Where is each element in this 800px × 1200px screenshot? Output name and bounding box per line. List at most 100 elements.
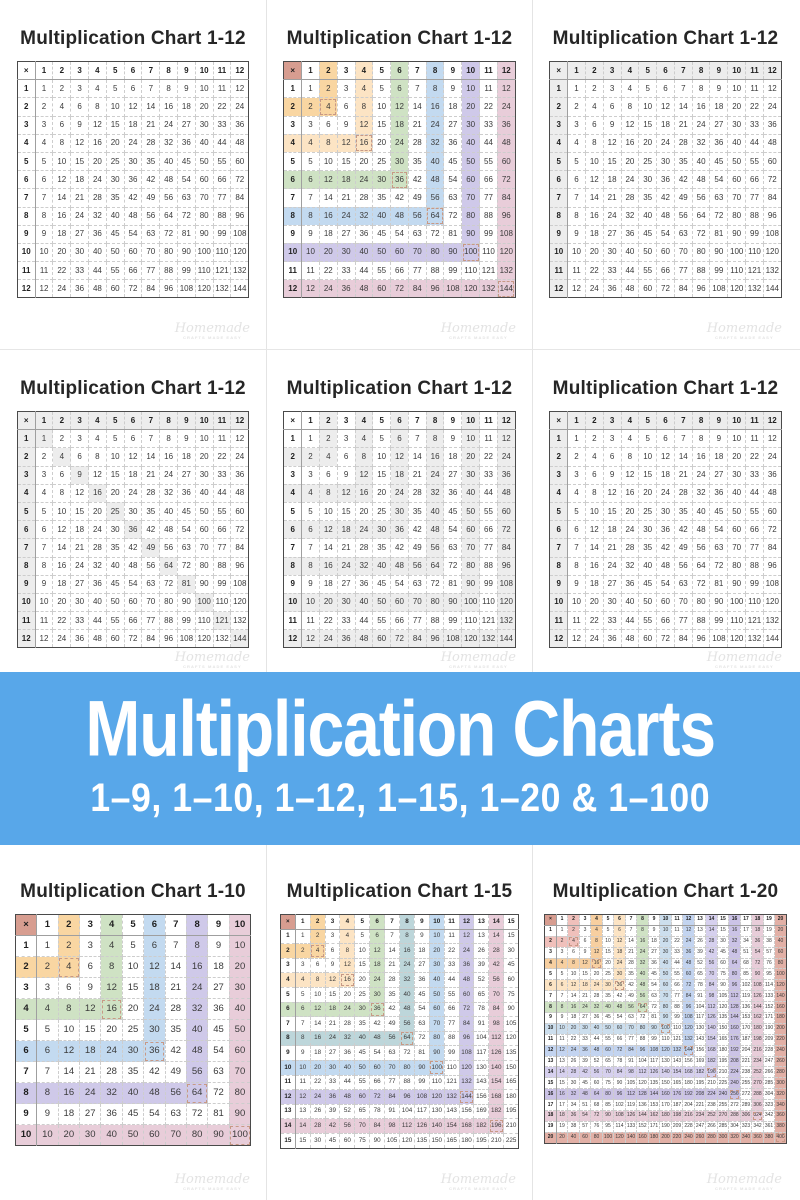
header-cell: 13 <box>544 1055 557 1068</box>
product-cell: 32 <box>425 133 445 153</box>
product-cell: 36 <box>176 483 196 503</box>
product-cell: 33 <box>745 465 764 485</box>
product-cell: 156 <box>473 1089 490 1105</box>
product-cell: 28 <box>407 133 427 153</box>
product-cell: 25 <box>372 501 392 522</box>
product-cell: 266 <box>762 1066 776 1079</box>
product-cell: 144 <box>762 629 782 649</box>
header-cell: 15 <box>503 914 520 930</box>
product-cell: 15 <box>602 151 622 172</box>
header-cell: 9 <box>283 224 303 244</box>
product-cell: 80 <box>636 1022 649 1035</box>
product-cell: 54 <box>390 574 409 594</box>
product-cell: 4 <box>52 97 72 117</box>
product-cell: 7 <box>294 1016 311 1032</box>
product-cell: 6 <box>656 429 675 449</box>
product-cell: 40 <box>159 501 178 522</box>
product-cell: 21 <box>602 188 622 208</box>
product-cell: 18 <box>443 447 463 467</box>
product-cell: 84 <box>230 188 250 208</box>
product-cell: 380 <box>762 1131 776 1144</box>
product-cell: 16 <box>339 972 356 988</box>
product-cell: 60 <box>496 151 516 172</box>
header-cell: 7 <box>549 188 569 208</box>
header-cell: 9 <box>279 1045 296 1061</box>
product-cell: 96 <box>613 1088 626 1101</box>
product-cell: 180 <box>647 1131 661 1144</box>
product-cell: 10 <box>301 592 320 613</box>
product-cell: 42 <box>407 520 427 540</box>
header-cell: 12 <box>549 629 569 649</box>
product-cell: 50 <box>121 1124 145 1146</box>
product-cell: 42 <box>369 1016 386 1032</box>
product-cell: 24 <box>52 629 72 649</box>
header-cell: 4 <box>16 483 36 503</box>
product-cell: 10 <box>461 429 481 449</box>
product-cell: 209 <box>762 1033 776 1046</box>
product-cell: 176 <box>670 1088 684 1101</box>
product-cell: 108 <box>496 574 516 594</box>
product-cell: 28 <box>354 188 374 208</box>
product-cell: 16 <box>691 97 711 117</box>
product-cell: 63 <box>443 538 463 558</box>
product-cell: 80 <box>774 957 787 970</box>
header-cell: 10 <box>228 914 252 936</box>
product-cell: 42 <box>613 990 626 1003</box>
product-cell: 32 <box>590 1001 603 1014</box>
product-cell: 24 <box>70 556 89 576</box>
product-cell: 108 <box>751 979 764 992</box>
product-cell: 60 <box>638 279 658 299</box>
header-cell: 12 <box>544 1044 557 1057</box>
product-cell: 84 <box>613 1066 626 1079</box>
product-cell: 33 <box>443 957 460 974</box>
product-cell: 36 <box>354 224 374 244</box>
product-cell: 24 <box>602 556 622 576</box>
product-cell: 38 <box>567 1120 580 1133</box>
product-cell: 40 <box>425 151 445 172</box>
product-cell: 6 <box>584 465 604 485</box>
product-cell: 48 <box>691 520 711 540</box>
product-cell: 66 <box>212 520 232 540</box>
product-cell: 60 <box>390 592 409 613</box>
product-cell: 30 <box>601 979 615 992</box>
product-cell: 56 <box>185 1061 209 1083</box>
product-cell: 60 <box>503 972 520 988</box>
header-cell: 1 <box>279 928 296 945</box>
product-cell: 70 <box>727 188 747 208</box>
header-cell: 10 <box>727 410 747 431</box>
product-cell: 5 <box>354 928 371 945</box>
header-cell: 3 <box>14 977 38 999</box>
product-cell: 12 <box>57 1040 81 1062</box>
product-cell: 6 <box>567 170 586 190</box>
product-cell: 35 <box>164 1019 187 1041</box>
product-cell: 100 <box>727 242 747 263</box>
product-cell: 27 <box>70 224 89 244</box>
product-cell: 32 <box>159 483 178 503</box>
header-cell: 3 <box>336 410 356 431</box>
product-cell: 24 <box>762 97 782 117</box>
product-cell: 192 <box>682 1088 695 1101</box>
product-cell: 44 <box>212 133 232 153</box>
header-cell: 12 <box>458 914 475 930</box>
product-cell: 42 <box>390 188 409 208</box>
product-cell: 24 <box>354 520 374 540</box>
header-cell: 5 <box>638 60 658 81</box>
product-cell: 117 <box>413 1103 430 1120</box>
product-cell: 15 <box>105 115 125 135</box>
product-cell: 160 <box>728 1022 741 1035</box>
product-cell: 63 <box>407 224 427 244</box>
product-cell: 40 <box>691 151 711 172</box>
header-cell: 9 <box>549 224 569 244</box>
product-cell: 26 <box>567 1055 580 1068</box>
product-cell: 38 <box>762 935 776 948</box>
product-cell: 78 <box>369 1103 386 1120</box>
product-cell: 1 <box>567 79 586 99</box>
product-cell: 28 <box>339 1016 356 1032</box>
product-cell: 27 <box>413 957 430 974</box>
product-cell: 9 <box>709 429 729 449</box>
header-cell: 9 <box>443 410 463 431</box>
product-cell: 90 <box>716 979 730 992</box>
product-cell: 114 <box>613 1120 626 1133</box>
product-cell: 11 <box>301 261 320 281</box>
product-cell: 168 <box>682 1066 695 1079</box>
